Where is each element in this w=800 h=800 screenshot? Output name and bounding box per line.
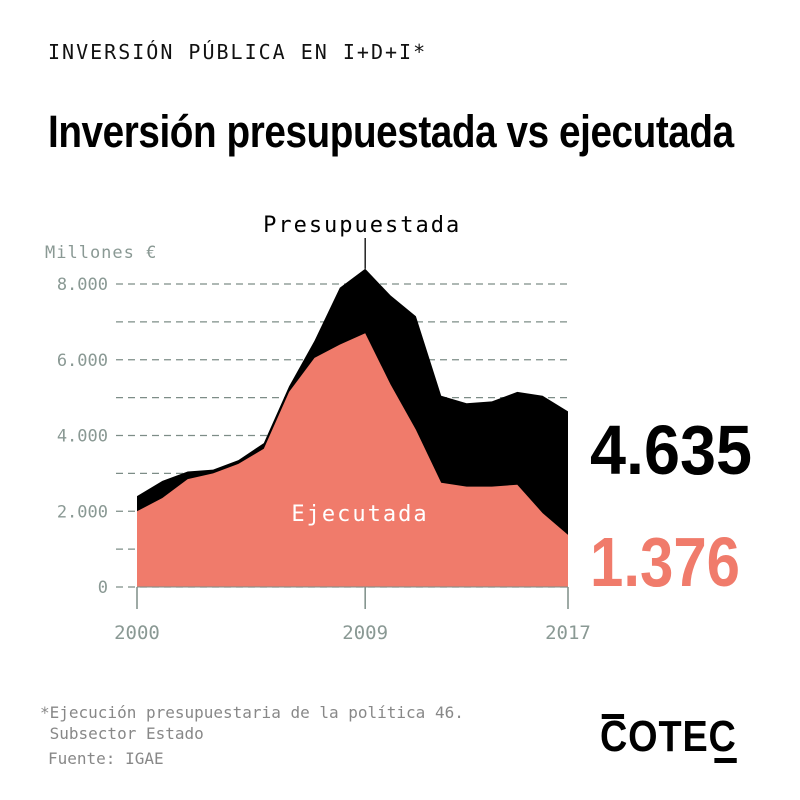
series-label-presupuestada: Presupuestada xyxy=(263,213,461,238)
x-tick-label: 2017 xyxy=(545,622,591,644)
end-value-ejecutada: 1.376 xyxy=(590,523,740,601)
y-tick-label: 2.000 xyxy=(57,502,108,522)
x-tick-label: 2000 xyxy=(114,622,160,644)
y-tick-label: 6.000 xyxy=(57,351,108,371)
logo-bar-bottom xyxy=(714,758,737,763)
labels: 0 2.000 4.000 6.000 8.000 Millones € 2000 2009 2… xyxy=(45,213,752,644)
chart-kicker: INVERSIÓN PÚBLICA EN I+D+I* xyxy=(48,40,428,64)
source-note: Fuente: IGAE xyxy=(48,749,164,768)
footnote: *Ejecución presupuestaria de la política… xyxy=(40,703,464,743)
y-tick-label: 0 xyxy=(98,578,108,598)
logo-bar-top xyxy=(601,714,625,719)
axes xyxy=(136,586,569,609)
x-tick-label: 2009 xyxy=(342,622,388,644)
area-layer xyxy=(137,268,568,587)
y-axis-label: Millones € xyxy=(45,243,157,263)
series-label-ejecutada: Ejecutada xyxy=(291,502,428,527)
end-value-presupuestada: 4.635 xyxy=(590,411,752,489)
series-area-ejecutada xyxy=(137,333,568,587)
y-tick-label: 4.000 xyxy=(57,427,108,447)
logo-text: COTEC xyxy=(600,712,737,761)
chart-title: Inversión presupuestada vs ejecutada xyxy=(48,106,734,157)
y-tick-label: 8.000 xyxy=(57,275,108,295)
cotec-logo: COTEC xyxy=(600,712,737,763)
